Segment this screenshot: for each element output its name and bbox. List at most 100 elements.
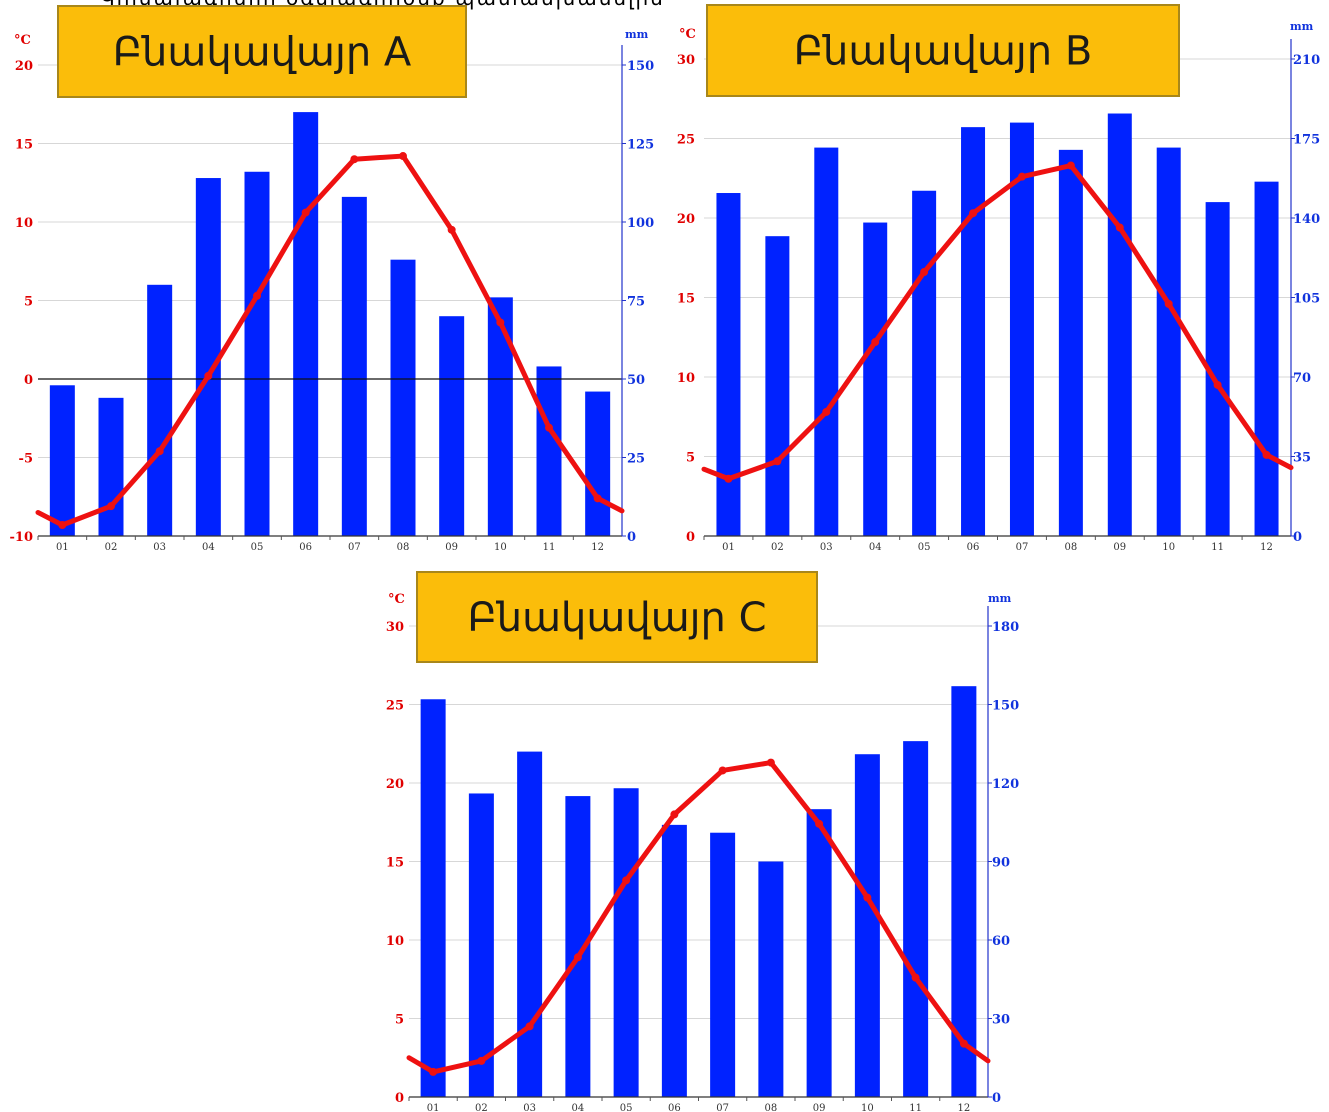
chart-c-temp-point (719, 766, 727, 774)
chart-b-precip-bar (863, 223, 887, 536)
chart-b-temp-tick: 15 (677, 292, 695, 307)
chart-a-precip-bar (488, 297, 513, 536)
chart-c-precip-tick: 60 (992, 934, 1010, 949)
chart-c-temp-unit: °C (388, 592, 405, 607)
chart-c-temp-point (912, 974, 920, 982)
chart-a-precip-bar (537, 366, 562, 536)
chart-a-title: Բնակավայր A (113, 30, 412, 76)
chart-c-month-label: 10 (861, 1103, 874, 1112)
chart-c-temp-tick: 30 (386, 620, 404, 635)
chart-b-temp-tick: 20 (677, 212, 695, 227)
chart-a-precip-bar (147, 285, 172, 536)
chart-a-month-label: 11 (543, 542, 556, 553)
chart-b-temp-tick: 30 (677, 53, 695, 68)
chart-b-precip-bar (961, 127, 985, 536)
chart-c-month-label: 02 (475, 1103, 488, 1112)
chart-b-month-label: 06 (967, 542, 980, 553)
chart-b-temp-tick: 0 (686, 530, 695, 545)
chart-b-temp-point (1263, 451, 1271, 459)
chart-c-temp-point (815, 820, 823, 828)
chart-b-precip-bar (1059, 150, 1083, 536)
chart-a-precip-tick: 0 (627, 530, 636, 545)
chart-b-precip-bar (1255, 182, 1279, 536)
chart-c-temp-tick: 5 (395, 1013, 404, 1028)
chart-a-month-label: 03 (153, 542, 166, 553)
chart-b-month-label: 09 (1113, 542, 1126, 553)
chart-a-precip-bar (439, 316, 464, 536)
chart-b-temp-point (920, 268, 928, 276)
chart-b-month-label: 02 (771, 542, 784, 553)
chart-c-precip-tick: 30 (992, 1013, 1010, 1028)
chart-a-temp-point (350, 155, 358, 163)
chart-a-title-box: Բնակավայր A (58, 6, 466, 97)
chart-c-temp-point (670, 810, 678, 818)
chart-a-precip-bar (391, 260, 416, 536)
chart-c-temp-tick: 0 (395, 1091, 404, 1106)
chart-b-precip-tick: 140 (1293, 212, 1320, 227)
chart-a-temp-tick: -10 (10, 530, 34, 545)
chart-c-precip-bar (421, 699, 446, 1097)
chart-b-precip-tick: 35 (1293, 451, 1311, 466)
chart-b-precip-bar (716, 193, 740, 536)
chart-a-temp-point (302, 209, 310, 217)
chart-c-precip-tick: 90 (992, 856, 1010, 871)
chart-b-temp-point (1018, 173, 1026, 181)
chart-b-precip-tick: 210 (1293, 53, 1320, 68)
chart-c-temp-tick: 15 (386, 856, 404, 871)
chart-c-temp-line (409, 763, 988, 1072)
chart-b-precip-tick: 105 (1293, 292, 1320, 307)
chart-b-precip-bar (765, 236, 789, 536)
chart-a-precip-tick: 50 (627, 373, 645, 388)
chart-a-month-label: 09 (445, 542, 458, 553)
chart-c-precip-bar (807, 809, 832, 1097)
chart-a-temp-point (107, 502, 115, 510)
chart-c-precip-tick: 150 (992, 699, 1019, 714)
chart-a-precip-tick: 125 (627, 138, 654, 153)
chart-c-title-box: Բնակավայր C (417, 572, 817, 662)
chart-c-temp-point (622, 876, 630, 884)
chart-a-temp-point (594, 494, 602, 502)
chart-b-month-label: 01 (722, 542, 735, 553)
chart-a-temp-point (156, 447, 164, 455)
chart-b-precip-tick: 0 (1293, 530, 1302, 545)
chart-b-title-box: Բնակավայր B (707, 5, 1179, 96)
chart-a-month-label: 06 (299, 542, 312, 553)
chart-b-temp-point (1165, 300, 1173, 308)
chart-b-precip-bar (912, 191, 936, 536)
chart-c-month-label: 05 (620, 1103, 633, 1112)
chart-b-temp-unit: °C (679, 27, 696, 42)
chart-c-precip-bar (662, 825, 687, 1097)
chart-a-precip-tick: 150 (627, 59, 654, 74)
chart-c-month-label: 07 (716, 1103, 729, 1112)
chart-b-temp-tick: 10 (677, 371, 695, 386)
chart-a-month-label: 05 (251, 542, 264, 553)
chart-c-precip-bar (758, 862, 783, 1098)
chart-a-precip-bar (245, 172, 270, 536)
chart-c-temp-point (960, 1040, 968, 1048)
chart-b-month-label: 03 (820, 542, 833, 553)
chart-b-temp-point (773, 457, 781, 465)
chart-c-precip-bar (855, 754, 880, 1097)
chart-b-temp-tick: 5 (686, 451, 695, 466)
chart-a-month-label: 02 (105, 542, 118, 553)
chart-c-precip-tick: 120 (992, 777, 1019, 792)
chart-a-precip-bar (99, 398, 124, 536)
chart-a-temp-point (253, 292, 261, 300)
chart-b-temp-line (704, 166, 1291, 479)
chart-b-month-label: 05 (918, 542, 931, 553)
chart-b-temp-point (871, 338, 879, 346)
chart-c-temp-point (526, 1022, 534, 1030)
chart-a-temp-line (38, 156, 622, 525)
chart-c-month-label: 12 (958, 1103, 971, 1112)
chart-b-precip-tick: 70 (1293, 371, 1311, 386)
chart-c-temp-tick: 25 (386, 699, 404, 714)
chart-c-precip-bar (903, 741, 928, 1097)
chart-b-temp-point (1067, 162, 1075, 170)
chart-a-temp-point (204, 372, 212, 380)
chart-c-temp-tick: 10 (386, 934, 404, 949)
chart-c-month-label: 06 (668, 1103, 681, 1112)
chart-a-temp-point (448, 226, 456, 234)
chart-b-precip-bar (814, 148, 838, 536)
chart-b-temp-point (724, 475, 732, 483)
chart-c-temp-point (863, 894, 871, 902)
